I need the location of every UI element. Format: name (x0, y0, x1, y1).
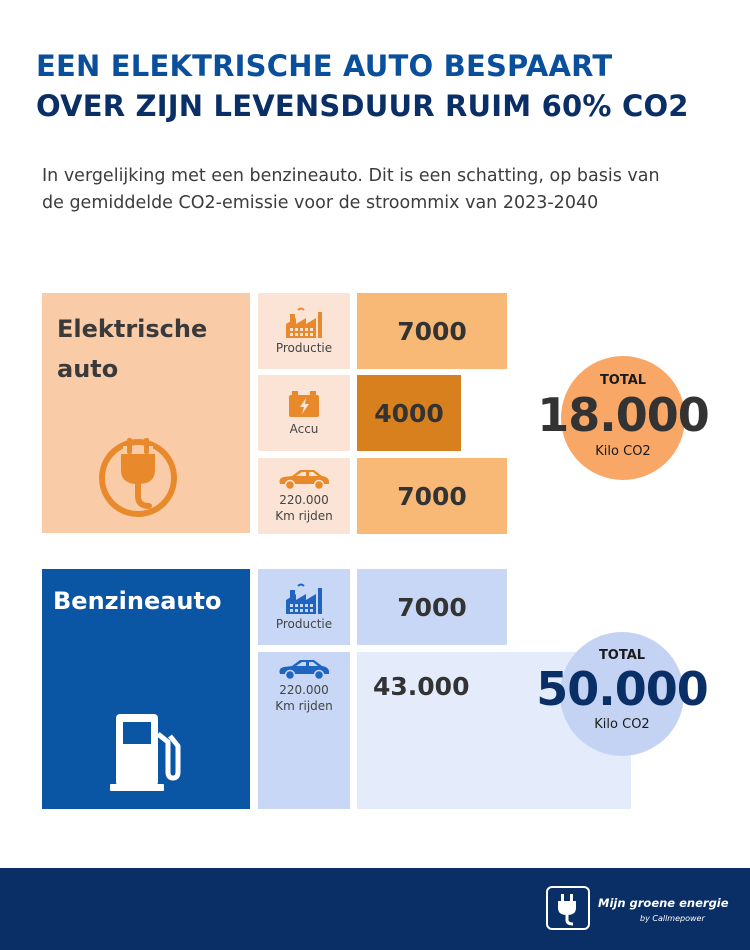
petrol-productie-label: Productie (275, 617, 333, 631)
ev-bar-productie: 7000 (357, 293, 507, 369)
ev-total-value: 18.000 (537, 388, 710, 442)
ev-accu-cell: Accu (258, 375, 350, 451)
fuel-pump-icon (110, 712, 182, 792)
ev-value-accu: 4000 (374, 398, 444, 428)
page-title: EEN ELEKTRISCHE AUTO BESPAART OVER ZIJN … (36, 46, 726, 126)
petrol-panel-label: Benzineauto (53, 587, 222, 615)
ev-panel (42, 293, 250, 533)
ev-productie-cell: Productie (258, 293, 350, 369)
petrol-rijden-label: 220.000 Km rijden (275, 682, 333, 714)
subtitle: In vergelijking met een benzineauto. Dit… (42, 166, 660, 213)
petrol-rijden-label-line-1: 220.000 (279, 683, 329, 697)
factory-icon (286, 307, 322, 338)
petrol-rijden-label-line-2: Km rijden (275, 699, 333, 713)
petrol-total-value: 50.000 (536, 662, 709, 716)
petrol-productie-cell: Productie (258, 569, 350, 645)
petrol-rijden-cell: 220.000 Km rijden (258, 652, 350, 809)
factory-icon (286, 583, 322, 614)
brand-name: Mijn groene energie (598, 896, 729, 910)
ev-value-productie: 7000 (397, 316, 467, 346)
footer (0, 868, 750, 950)
brand-by: by Callmepower (640, 914, 705, 923)
petrol-total-heading: TOTAL (598, 648, 646, 663)
ev-accu-label: Accu (289, 422, 319, 436)
petrol-total-circle (560, 632, 684, 756)
ev-rijden-label: 220.000 Km rijden (275, 492, 333, 524)
battery-icon (289, 391, 319, 417)
ev-total-heading: TOTAL (599, 373, 647, 388)
brand-logo (546, 886, 590, 930)
ev-rijden-label-line-2: Km rijden (275, 509, 333, 523)
petrol-total-unit: Kilo CO2 (594, 717, 650, 732)
ev-panel-label: Elektrische auto (57, 309, 207, 389)
car-icon (279, 660, 329, 680)
ev-label-line-1: Elektrische (57, 315, 208, 343)
title-line-1: EEN ELEKTRISCHE AUTO BESPAART (36, 49, 613, 83)
ev-plug-icon (97, 432, 179, 518)
ev-total-circle (561, 356, 685, 480)
ev-plug-icon (558, 894, 576, 926)
ev-rijden-label-line-1: 220.000 (279, 493, 329, 507)
ev-total-unit: Kilo CO2 (595, 444, 651, 459)
car-icon (279, 470, 329, 490)
ev-productie-label: Productie (275, 341, 333, 355)
ev-bar-rijden: 7000 (357, 458, 507, 534)
ev-value-rijden: 7000 (397, 481, 467, 511)
title-line-2: OVER ZIJN LEVENSDUUR RUIM 60% CO2 (36, 89, 689, 123)
petrol-value-productie: 7000 (397, 592, 467, 622)
ev-label-line-2: auto (57, 355, 119, 383)
ev-bar-accu: 4000 (357, 375, 461, 451)
petrol-value-rijden: 43.000 (373, 672, 470, 701)
petrol-bar-productie: 7000 (357, 569, 507, 645)
ev-rijden-cell: 220.000 Km rijden (258, 458, 350, 534)
